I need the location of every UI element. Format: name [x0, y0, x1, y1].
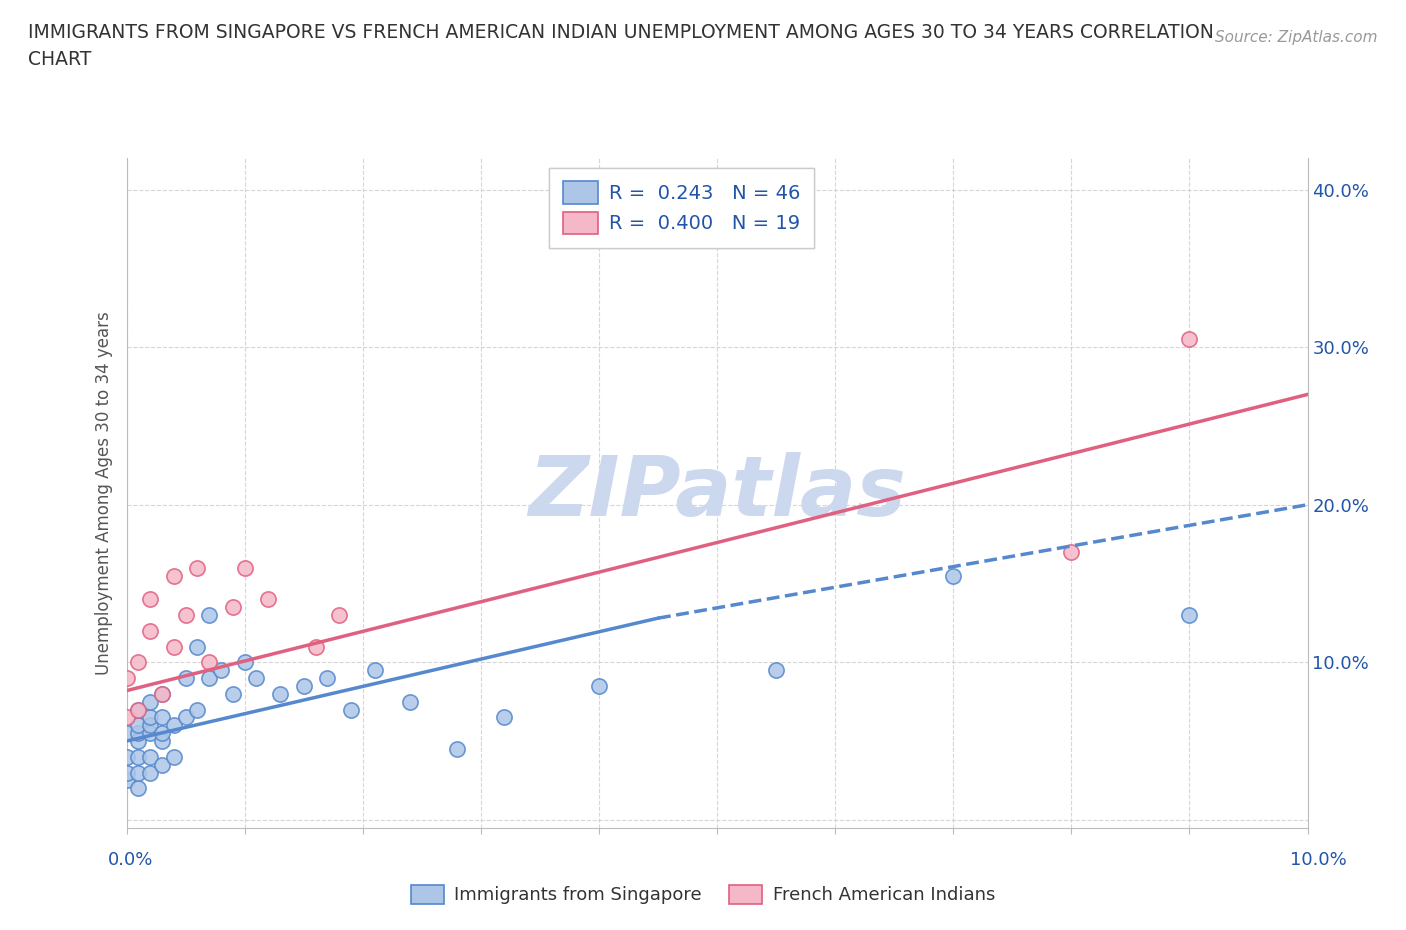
Point [316, 671, 339, 685]
Point [292, 679, 315, 694]
Point [127, 765, 149, 780]
Point [139, 725, 162, 740]
Point [150, 686, 173, 701]
Point [150, 710, 173, 724]
Point [150, 686, 173, 701]
Point [209, 663, 232, 678]
Point [257, 591, 280, 606]
Point [163, 718, 186, 733]
Point [115, 750, 138, 764]
Point [127, 702, 149, 717]
Text: IMMIGRANTS FROM SINGAPORE VS FRENCH AMERICAN INDIAN UNEMPLOYMENT AMONG AGES 30 T: IMMIGRANTS FROM SINGAPORE VS FRENCH AMER… [28, 23, 1213, 42]
Point [222, 686, 245, 701]
Point [127, 718, 149, 733]
Point [127, 702, 149, 717]
Point [127, 734, 149, 749]
Point [115, 765, 138, 780]
Text: ZIPatlas: ZIPatlas [529, 452, 905, 534]
Point [150, 757, 173, 772]
Point [127, 750, 149, 764]
Point [363, 663, 385, 678]
Point [139, 765, 162, 780]
Point [245, 671, 267, 685]
Point [1178, 607, 1201, 622]
Text: Source: ZipAtlas.com: Source: ZipAtlas.com [1215, 30, 1378, 45]
Text: CHART: CHART [28, 50, 91, 69]
Text: 0.0%: 0.0% [108, 851, 153, 870]
Point [115, 671, 138, 685]
Point [127, 655, 149, 670]
Point [399, 694, 422, 709]
Point [139, 623, 162, 638]
Point [198, 671, 221, 685]
Point [233, 560, 256, 575]
Point [186, 560, 208, 575]
Point [139, 710, 162, 724]
Y-axis label: Unemployment Among Ages 30 to 34 years: Unemployment Among Ages 30 to 34 years [94, 311, 112, 675]
Point [1060, 545, 1083, 560]
Point [588, 679, 610, 694]
Point [150, 734, 173, 749]
Point [942, 568, 965, 583]
Point [139, 591, 162, 606]
Point [186, 639, 208, 654]
Point [494, 710, 516, 724]
Legend: R =  0.243   N = 46, R =  0.400   N = 19: R = 0.243 N = 46, R = 0.400 N = 19 [548, 167, 814, 247]
Point [139, 718, 162, 733]
Point [163, 568, 186, 583]
Point [127, 725, 149, 740]
Point [446, 741, 468, 756]
Text: 10.0%: 10.0% [1291, 851, 1347, 870]
Point [174, 710, 197, 724]
Point [174, 607, 197, 622]
Point [1178, 332, 1201, 347]
Legend: Immigrants from Singapore, French American Indians: Immigrants from Singapore, French Americ… [404, 878, 1002, 911]
Point [269, 686, 291, 701]
Point [233, 655, 256, 670]
Point [127, 781, 149, 796]
Point [163, 750, 186, 764]
Point [304, 639, 326, 654]
Point [198, 655, 221, 670]
Point [115, 710, 138, 724]
Point [115, 725, 138, 740]
Point [139, 750, 162, 764]
Point [198, 607, 221, 622]
Point [115, 773, 138, 788]
Point [328, 607, 350, 622]
Point [174, 671, 197, 685]
Point [139, 694, 162, 709]
Point [222, 600, 245, 615]
Point [765, 663, 787, 678]
Point [340, 702, 363, 717]
Point [163, 639, 186, 654]
Point [150, 725, 173, 740]
Point [186, 702, 208, 717]
